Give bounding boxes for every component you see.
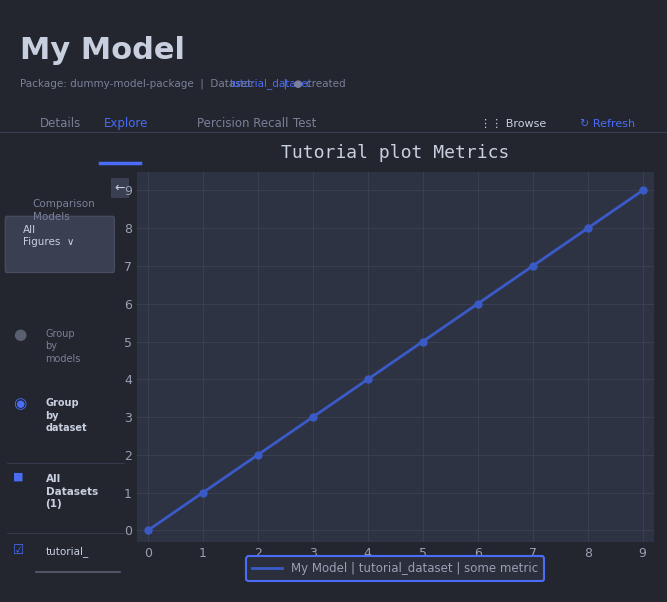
Text: Comparison
Models: Comparison Models	[33, 199, 95, 222]
Text: All
Datasets
(1): All Datasets (1)	[45, 474, 98, 509]
Text: ←: ←	[115, 182, 125, 194]
Text: Group
by
dataset: Group by dataset	[45, 399, 87, 433]
Text: My Model: My Model	[20, 36, 185, 65]
Text: ⋮⋮ Browse: ⋮⋮ Browse	[480, 119, 546, 129]
Text: ■: ■	[13, 472, 23, 482]
FancyBboxPatch shape	[5, 216, 115, 273]
Legend: My Model | tutorial_dataset | some metric: My Model | tutorial_dataset | some metri…	[246, 556, 544, 582]
Text: Test: Test	[293, 117, 317, 130]
Text: tutorial_dataset: tutorial_dataset	[230, 78, 313, 89]
Text: All
Figures  ∨: All Figures ∨	[23, 225, 75, 247]
Text: ☑: ☑	[13, 544, 24, 556]
Text: ◉: ◉	[13, 396, 26, 411]
Text: Percision Recall: Percision Recall	[197, 117, 288, 130]
Text: tutorial_: tutorial_	[45, 545, 89, 557]
Text: |  ● created: | ● created	[277, 79, 346, 89]
Text: ↻ Refresh: ↻ Refresh	[580, 119, 636, 129]
Text: Group
by
models: Group by models	[45, 329, 81, 364]
Text: Details: Details	[40, 117, 81, 130]
Title: Tutorial plot Metrics: Tutorial plot Metrics	[281, 144, 510, 162]
Text: Package: dummy-model-package  |  Dataset:: Package: dummy-model-package | Dataset:	[20, 79, 258, 89]
Text: ●: ●	[13, 327, 26, 342]
Text: Explore: Explore	[103, 117, 148, 130]
